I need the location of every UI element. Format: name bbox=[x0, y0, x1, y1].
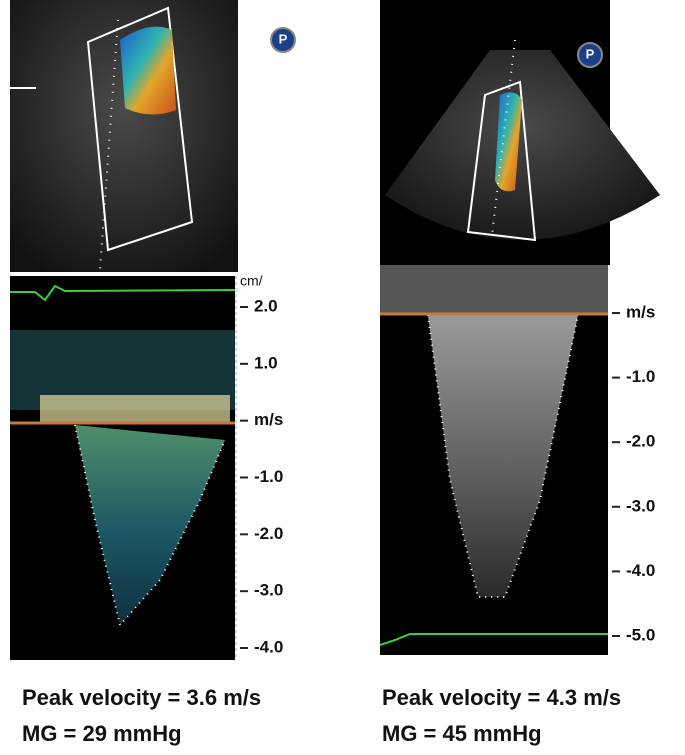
scale-label: 1.0 bbox=[254, 353, 278, 372]
icon: P bbox=[279, 31, 288, 46]
left-scale: 2.0 1.0 m/s -1.0 -2.0 -3.0 -4.0 bbox=[240, 296, 283, 656]
caption-line: Peak velocity = 4.3 m/s bbox=[382, 685, 621, 710]
scale-label: m/s bbox=[626, 302, 655, 321]
caption-line: MG = 29 mmHg bbox=[22, 721, 182, 746]
scale-label: -4.0 bbox=[626, 561, 655, 580]
scale-label: -2.0 bbox=[254, 524, 283, 543]
scale-label: -5.0 bbox=[626, 625, 655, 644]
caption-line: Peak velocity = 3.6 m/s bbox=[22, 685, 261, 710]
scale-label: -3.0 bbox=[254, 581, 283, 600]
scale-label: -3.0 bbox=[626, 496, 655, 515]
right-echo: P bbox=[380, 0, 660, 265]
right-scale: m/s -1.0 -2.0 -3.0 -4.0 -5.0 bbox=[612, 302, 655, 644]
scale-label: 2.0 bbox=[254, 296, 278, 315]
left-doppler: cm/ bbox=[10, 273, 263, 660]
left-echo: P bbox=[10, 0, 296, 272]
right-doppler bbox=[379, 265, 608, 655]
unit-label: cm/ bbox=[240, 273, 263, 289]
scale-label: -1.0 bbox=[254, 467, 283, 486]
captions: Peak velocity = 3.6 m/s MG = 29 mmHg Peak … bbox=[22, 685, 621, 746]
scale-label: -2.0 bbox=[626, 432, 655, 451]
scale-label: -4.0 bbox=[254, 637, 283, 656]
scale-label: -1.0 bbox=[626, 367, 655, 386]
icon: P bbox=[586, 46, 595, 61]
caption-line: MG = 45 mmHg bbox=[382, 721, 542, 746]
scale-label: m/s bbox=[254, 410, 283, 429]
